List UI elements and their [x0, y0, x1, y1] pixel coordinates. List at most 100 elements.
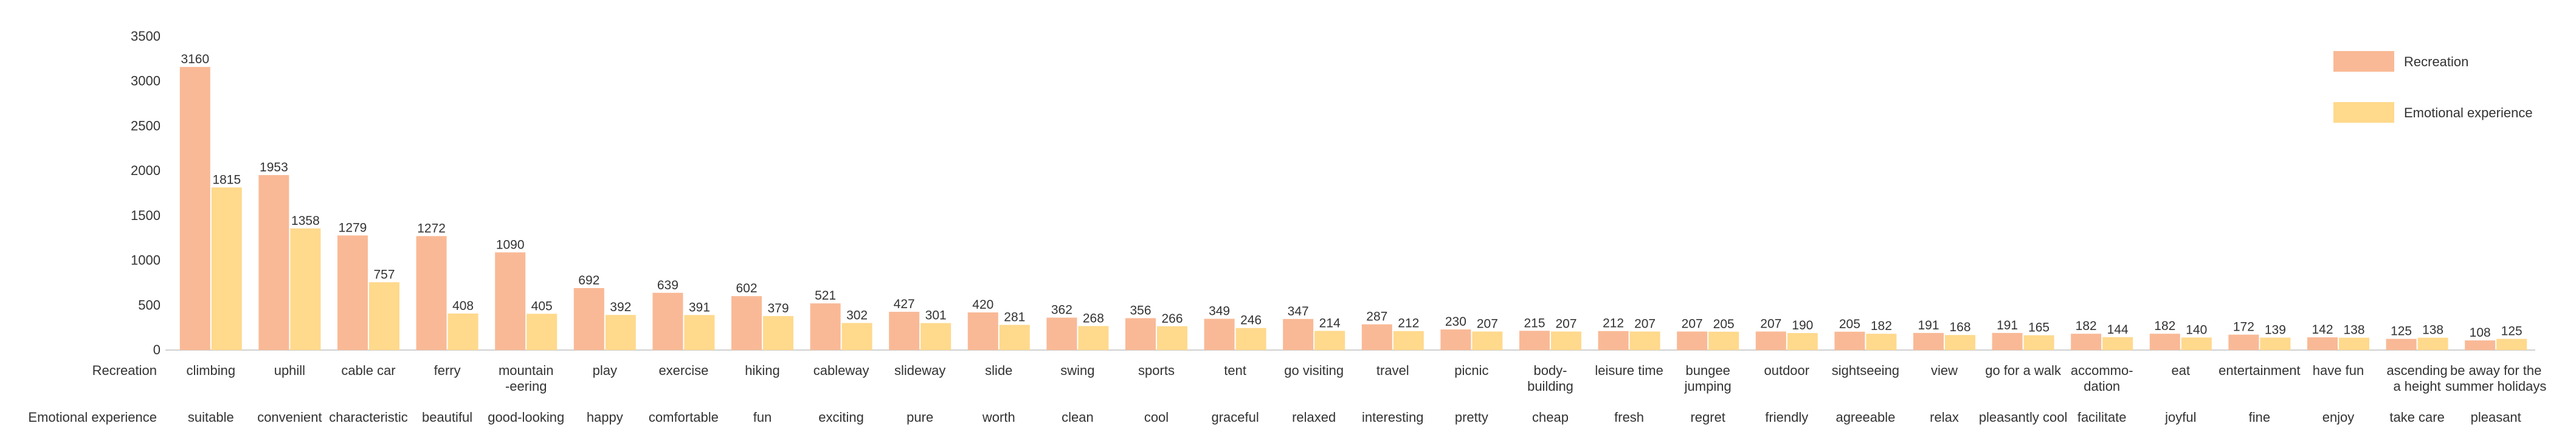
x-tick-label-emotional-experience: enjoy	[2322, 410, 2355, 425]
bar-emotional-experience	[920, 323, 951, 350]
data-label-emotional-experience: 190	[1792, 318, 1813, 332]
x-tick-label-emotional-experience: interesting	[1362, 410, 1424, 425]
data-label-emotional-experience: 138	[2343, 323, 2364, 337]
bar-recreation	[179, 67, 210, 350]
bar-recreation	[1913, 332, 1944, 350]
y-tick-label: 1000	[131, 253, 161, 268]
bar-emotional-experience	[1945, 335, 1975, 350]
x-tick-label-recreation: bungee jumping	[1684, 363, 1732, 394]
row-label-emotional-experience: Emotional experience	[28, 410, 157, 425]
x-tick-label-emotional-experience: relaxed	[1292, 410, 1336, 425]
bar-recreation	[416, 236, 447, 350]
x-tick-label-recreation: entertainment	[2219, 363, 2301, 378]
x-tick-label-recreation: body-building	[1527, 363, 1573, 394]
data-label-emotional-experience: 281	[1004, 311, 1025, 325]
bar-recreation	[1361, 324, 1392, 350]
bar-emotional-experience	[1708, 331, 1739, 350]
data-label-recreation: 207	[1682, 317, 1703, 331]
data-label-emotional-experience: 138	[2422, 323, 2443, 337]
legend-label: Emotional experience	[2404, 105, 2533, 120]
x-tick-label-emotional-experience: good-looking	[488, 410, 564, 425]
bar-emotional-experience	[2260, 337, 2291, 350]
x-tick-label-emotional-experience: relax	[1930, 410, 1959, 425]
x-tick-label-recreation: leisure time	[1595, 363, 1663, 378]
bar-emotional-experience	[527, 314, 558, 350]
x-tick-label-emotional-experience: cheap	[1532, 410, 1569, 425]
bar-recreation	[337, 235, 368, 350]
data-label-recreation: 191	[1918, 318, 1939, 332]
bar-recreation	[2071, 334, 2102, 350]
x-tick-label-recreation: swing	[1060, 363, 1094, 378]
data-label-emotional-experience: 140	[2186, 323, 2207, 337]
bar-recreation	[2228, 334, 2259, 350]
data-label-emotional-experience: 207	[1555, 317, 1576, 331]
bar-recreation	[1755, 331, 1786, 350]
bar-emotional-experience	[2023, 335, 2054, 350]
bar-emotional-experience	[2496, 339, 2527, 350]
x-tick-label-recreation: tent	[1224, 363, 1246, 378]
data-label-emotional-experience: 207	[1634, 317, 1656, 331]
bar-recreation	[1598, 331, 1629, 350]
x-tick-label-recreation: mountain -eering	[499, 363, 554, 394]
y-tick-label: 0	[153, 342, 161, 357]
legend-swatch	[2333, 51, 2394, 72]
y-tick-label: 2500	[131, 118, 161, 133]
data-label-recreation: 1090	[496, 238, 525, 252]
x-tick-label-recreation: go visiting	[1284, 363, 1344, 378]
x-tick-label-emotional-experience: worth	[982, 410, 1015, 425]
bar-emotional-experience	[369, 282, 399, 350]
bar-emotional-experience	[684, 315, 715, 350]
bar-emotional-experience	[999, 325, 1030, 350]
data-label-emotional-experience: 391	[689, 300, 710, 314]
data-label-recreation: 125	[2391, 325, 2412, 339]
x-tick-label-emotional-experience: exciting	[818, 410, 864, 425]
bar-emotional-experience	[1314, 331, 1345, 350]
data-label-emotional-experience: 268	[1083, 311, 1104, 325]
data-label-recreation: 1272	[417, 221, 446, 235]
bar-emotional-experience	[290, 228, 321, 350]
data-label-emotional-experience: 405	[531, 299, 553, 313]
data-label-emotional-experience: 1358	[291, 214, 320, 228]
x-tick-label-emotional-experience: graceful	[1211, 410, 1259, 425]
x-tick-label-emotional-experience: happy	[587, 410, 623, 425]
x-tick-label-emotional-experience: beautiful	[422, 410, 472, 425]
data-label-recreation: 207	[1760, 317, 1781, 331]
bar-emotional-experience	[1629, 331, 1660, 350]
bar-recreation	[573, 287, 604, 350]
x-tick-label-recreation: picnic	[1454, 363, 1488, 378]
data-label-recreation: 205	[1839, 317, 1860, 331]
x-tick-label-emotional-experience: regret	[1690, 410, 1725, 425]
bar-emotional-experience	[2181, 337, 2212, 350]
bar-recreation	[495, 252, 526, 350]
data-label-emotional-experience: 182	[1871, 319, 1892, 333]
bar-emotional-experience	[2339, 337, 2369, 350]
data-label-emotional-experience: 139	[2265, 323, 2286, 337]
x-tick-label-emotional-experience: cool	[1144, 410, 1169, 425]
x-tick-label-recreation: cable car	[341, 363, 395, 378]
bar-emotional-experience	[211, 187, 242, 350]
x-tick-label-recreation: climbing	[186, 363, 235, 378]
bar-recreation	[1834, 331, 1865, 350]
data-label-recreation: 602	[736, 281, 757, 295]
x-tick-label-recreation: be away for the summer holidays	[2445, 363, 2546, 394]
data-label-recreation: 521	[815, 289, 836, 303]
data-label-recreation: 191	[1997, 318, 2018, 332]
data-label-emotional-experience: 165	[2028, 321, 2049, 335]
x-tick-label-recreation: ascending a height	[2386, 363, 2447, 394]
bar-emotional-experience	[2102, 337, 2133, 350]
x-tick-label-emotional-experience: facilitate	[2077, 410, 2127, 425]
bar-emotional-experience	[1078, 326, 1109, 350]
x-tick-label-recreation: sightseeing	[1832, 363, 1899, 378]
x-tick-label-emotional-experience: agreeable	[1835, 410, 1895, 425]
data-label-recreation: 420	[972, 298, 993, 312]
x-tick-label-recreation: sports	[1138, 363, 1175, 378]
x-tick-label-emotional-experience: fun	[753, 410, 772, 425]
bar-emotional-experience	[841, 323, 872, 350]
x-tick-label-emotional-experience: characteristic	[329, 410, 408, 425]
data-label-emotional-experience: 144	[2107, 323, 2129, 337]
data-label-emotional-experience: 205	[1713, 317, 1735, 331]
x-tick-label-emotional-experience: clean	[1062, 410, 1094, 425]
x-tick-label-emotional-experience: pleasant	[2471, 410, 2521, 425]
x-tick-label-recreation: go for a walk	[1985, 363, 2062, 378]
